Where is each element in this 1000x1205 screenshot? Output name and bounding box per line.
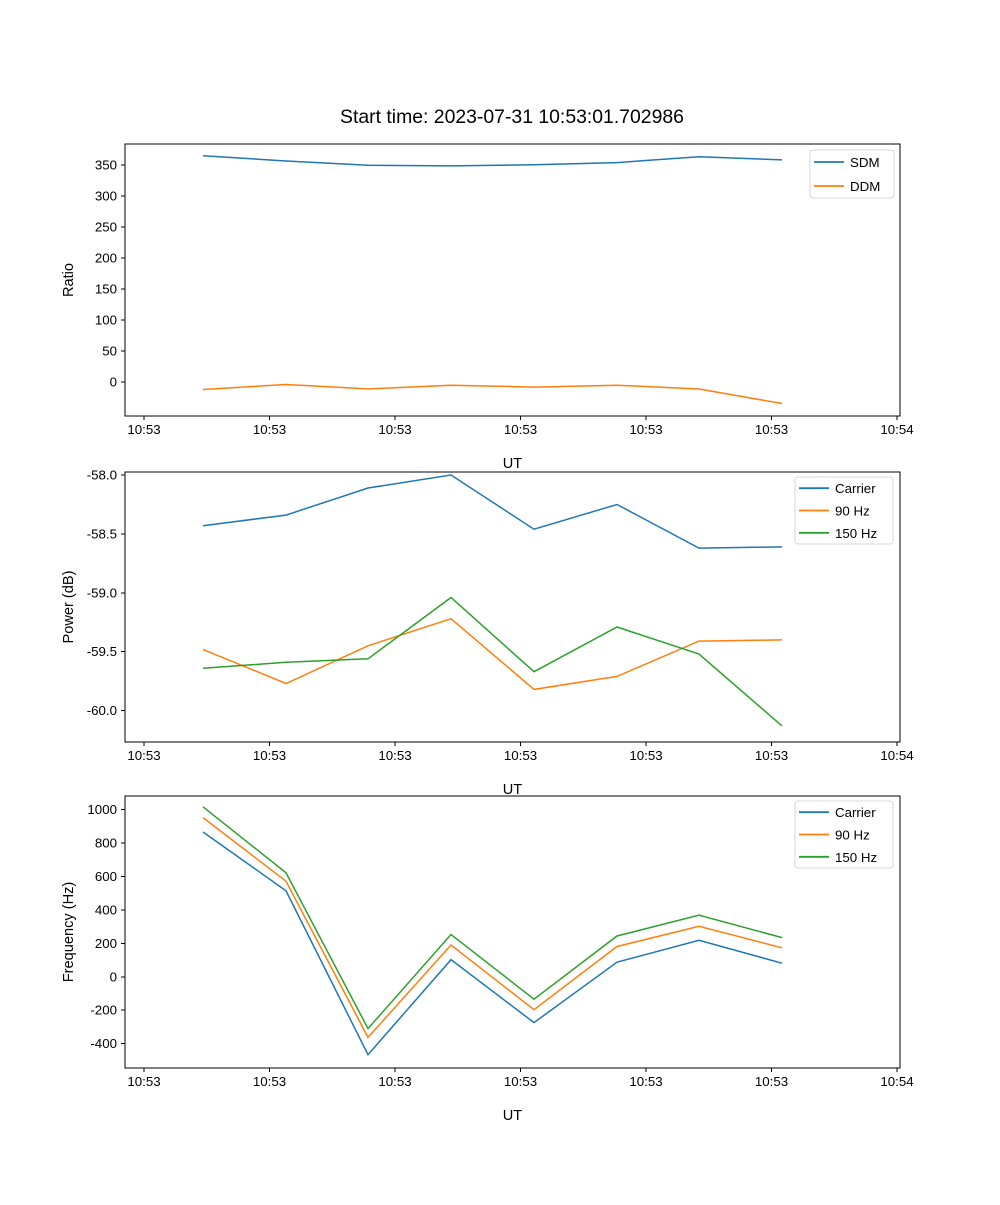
svg-text:10:53: 10:53 <box>378 1074 411 1089</box>
svg-text:300: 300 <box>95 189 117 204</box>
svg-text:200: 200 <box>95 936 117 951</box>
svg-text:10:53: 10:53 <box>253 748 286 763</box>
svg-text:90 Hz: 90 Hz <box>835 504 870 519</box>
svg-text:0: 0 <box>110 374 117 389</box>
svg-text:10:54: 10:54 <box>880 422 913 437</box>
svg-text:10:53: 10:53 <box>127 748 160 763</box>
svg-text:150 Hz: 150 Hz <box>835 850 877 865</box>
svg-text:10:53: 10:53 <box>378 748 411 763</box>
svg-text:Carrier: Carrier <box>835 481 876 496</box>
svg-text:10:53: 10:53 <box>755 1074 788 1089</box>
svg-text:-59.0: -59.0 <box>87 585 117 600</box>
svg-text:Ratio: Ratio <box>61 263 77 297</box>
svg-text:10:53: 10:53 <box>755 422 788 437</box>
svg-text:400: 400 <box>95 902 117 917</box>
svg-text:Frequency (Hz): Frequency (Hz) <box>61 882 77 983</box>
svg-text:350: 350 <box>95 158 117 173</box>
svg-text:10:53: 10:53 <box>127 422 160 437</box>
svg-text:DDM: DDM <box>850 179 880 194</box>
svg-text:10:53: 10:53 <box>127 1074 160 1089</box>
svg-text:800: 800 <box>95 836 117 851</box>
svg-text:1000: 1000 <box>87 802 117 817</box>
svg-text:-200: -200 <box>90 1003 117 1018</box>
svg-text:100: 100 <box>95 313 117 328</box>
svg-text:Power (dB): Power (dB) <box>61 571 77 644</box>
svg-text:Carrier: Carrier <box>835 805 876 820</box>
svg-text:10:53: 10:53 <box>629 748 662 763</box>
svg-text:-400: -400 <box>90 1036 117 1051</box>
svg-text:10:53: 10:53 <box>253 422 286 437</box>
svg-text:Start time: 2023-07-31 10:53:0: Start time: 2023-07-31 10:53:01.702986 <box>340 106 684 128</box>
svg-text:-58.0: -58.0 <box>87 468 117 483</box>
svg-text:10:53: 10:53 <box>629 1074 662 1089</box>
svg-text:10:54: 10:54 <box>880 748 913 763</box>
svg-text:90 Hz: 90 Hz <box>835 828 870 843</box>
svg-text:10:53: 10:53 <box>378 422 411 437</box>
svg-text:600: 600 <box>95 869 117 884</box>
svg-text:50: 50 <box>102 344 117 359</box>
svg-text:10:53: 10:53 <box>253 1074 286 1089</box>
svg-text:10:53: 10:53 <box>629 422 662 437</box>
svg-text:UT: UT <box>503 456 523 472</box>
svg-text:10:53: 10:53 <box>504 1074 537 1089</box>
svg-text:200: 200 <box>95 251 117 266</box>
svg-text:150 Hz: 150 Hz <box>835 526 877 541</box>
svg-text:-58.5: -58.5 <box>87 526 117 541</box>
svg-text:10:53: 10:53 <box>504 748 537 763</box>
svg-text:UT: UT <box>503 1108 523 1124</box>
svg-text:250: 250 <box>95 220 117 235</box>
svg-text:10:54: 10:54 <box>880 1074 913 1089</box>
svg-text:-60.0: -60.0 <box>87 703 117 718</box>
svg-text:0: 0 <box>110 969 117 984</box>
svg-text:SDM: SDM <box>850 155 880 170</box>
svg-text:150: 150 <box>95 282 117 297</box>
svg-text:-59.5: -59.5 <box>87 644 117 659</box>
svg-text:10:53: 10:53 <box>755 748 788 763</box>
svg-text:10:53: 10:53 <box>504 422 537 437</box>
